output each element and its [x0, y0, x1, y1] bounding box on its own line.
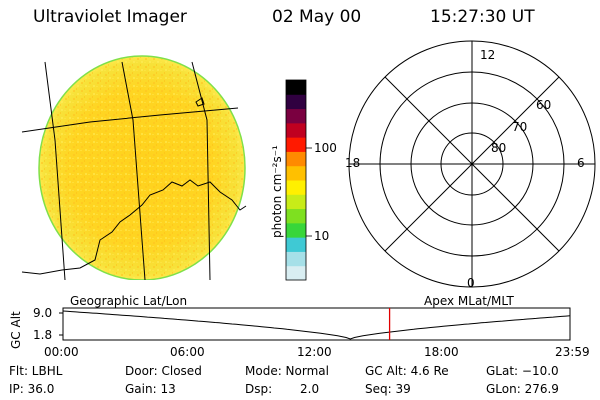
altitude-plot-frame: [62, 307, 571, 341]
meridian-line: [44, 61, 66, 280]
colorbar-band: [286, 151, 306, 167]
lat-label-60: 60: [536, 98, 552, 112]
status-gc-alt: GC Alt: 4.6 Re: [365, 364, 449, 378]
status-gain: Gain: 13: [125, 382, 176, 396]
mlt-label-0: 0: [467, 276, 475, 290]
colorbar-band: [286, 80, 306, 95]
polar-grid: [348, 40, 596, 288]
altitude-xtick-2: 12:00: [297, 345, 332, 359]
mlt-label-18: 18: [345, 156, 361, 170]
date-label: 02 May 00: [272, 7, 362, 27]
status-dsp-value: 2.0: [300, 382, 320, 396]
colorbar-band: [286, 194, 306, 210]
mlt-label-6: 6: [577, 156, 585, 170]
colorbar-band: [286, 137, 306, 152]
apex-label: Apex MLat/MLT: [424, 294, 514, 308]
colorbar-band: [286, 122, 306, 138]
colorbar-tick-10: 10: [314, 229, 330, 243]
meridian-line: [121, 61, 146, 280]
mlt-label-12: 12: [480, 48, 496, 62]
coastline-island: [195, 97, 205, 107]
altitude-curve: [62, 310, 571, 340]
colorbar-band: [286, 251, 306, 267]
altitude-xtick-4: 23:59: [555, 345, 590, 359]
status-glat: GLat: −10.0: [486, 364, 559, 378]
status-glon: GLon: 276.9: [486, 382, 559, 396]
colorbar-band: [286, 208, 306, 224]
time-label: 15:27:30 UT: [430, 7, 535, 27]
status-mode: Mode: Normal: [245, 364, 329, 378]
colorbar-band: [286, 108, 306, 124]
status-seq: Seq: 39: [365, 382, 411, 396]
instrument-title: Ultraviolet Imager: [33, 7, 187, 27]
status-flt: Flt: LBHL: [9, 364, 63, 378]
colorbar-band: [286, 94, 306, 110]
color-scale-bar: [286, 80, 306, 281]
status-ip: IP: 36.0: [9, 382, 55, 396]
altitude-xtick-1: 06:00: [170, 345, 205, 359]
altitude-ytick-9: 9.0: [33, 306, 53, 320]
meridian-line: [191, 61, 211, 280]
altitude-ylabel: GC Alt: [9, 311, 23, 349]
geographic-label: Geographic Lat/Lon: [70, 294, 188, 308]
colorbar-band: [286, 165, 306, 181]
altitude-xtick-0: 00:00: [44, 345, 79, 359]
altitude-xtick-3: 18:00: [424, 345, 459, 359]
colorbar-tick-100: 100: [314, 141, 337, 155]
status-door: Door: Closed: [125, 364, 202, 378]
status-dsp-label: Dsp:: [245, 382, 273, 396]
lat-label-80: 80: [491, 141, 507, 155]
coastline: [21, 179, 247, 275]
parallel-line: [21, 107, 239, 133]
colorbar-band: [286, 265, 306, 281]
colorbar-unit-label: photon cm⁻²s⁻¹: [270, 145, 284, 238]
earth-image: [21, 55, 247, 280]
altitude-ytick-1.8: 1.8: [33, 328, 53, 342]
colorbar-band: [286, 237, 306, 252]
colorbar-band: [286, 180, 306, 195]
colorbar-band: [286, 222, 306, 238]
lat-label-70: 70: [512, 120, 528, 134]
